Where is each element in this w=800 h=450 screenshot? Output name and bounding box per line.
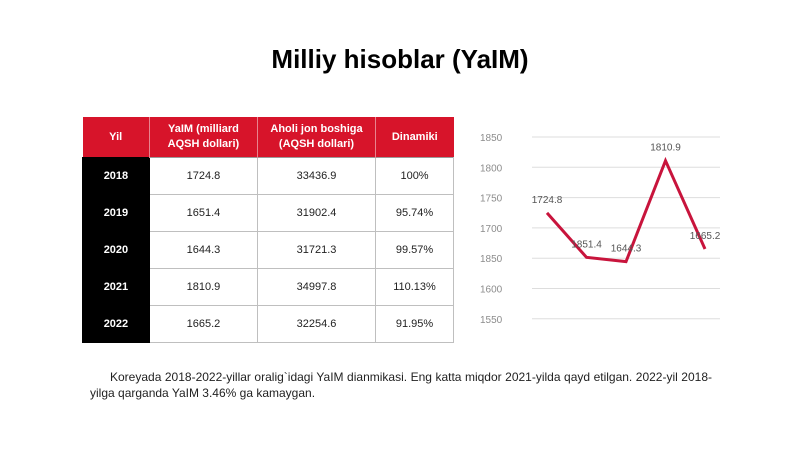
cell-per-capita: 31902.4 — [256, 194, 377, 232]
y-tick-label: 1850 — [480, 254, 503, 265]
table-row: 2018 1724.8 33436.9 100% — [82, 157, 454, 195]
cell-gdp: 1810.9 — [148, 268, 258, 306]
cell-gdp: 1724.8 — [148, 157, 258, 195]
data-label: 1810.9 — [650, 143, 681, 154]
table-row: 2020 1644.3 31721.3 99.57% — [82, 231, 454, 269]
cell-gdp: 1665.2 — [148, 305, 258, 343]
cell-year: 2021 — [82, 268, 150, 306]
cell-per-capita: 34997.8 — [256, 268, 377, 306]
data-label: 1665.2 — [690, 231, 721, 242]
cell-dynamics: 91.95% — [375, 305, 454, 343]
data-label: 1724.8 — [532, 195, 563, 206]
y-tick-label: 1800 — [480, 163, 503, 174]
gdp-table: Yil YaIM (milliard AQSH dollari) Aholi j… — [82, 117, 454, 343]
y-tick-label: 1750 — [480, 194, 503, 205]
table-row: 2022 1665.2 32254.6 91.95% — [82, 305, 454, 343]
y-tick-label: 1550 — [480, 315, 503, 326]
cell-year: 2020 — [82, 231, 150, 269]
cell-gdp: 1651.4 — [148, 194, 258, 232]
table-header-row: Yil YaIM (milliard AQSH dollari) Aholi j… — [82, 117, 454, 158]
cell-year: 2018 — [82, 157, 150, 195]
y-tick-label: 1600 — [480, 285, 503, 296]
y-tick-label: 1700 — [480, 224, 503, 235]
table-row: 2021 1810.9 34997.8 110.13% — [82, 268, 454, 306]
data-label: 1851.4 — [571, 239, 602, 250]
cell-gdp: 1644.3 — [148, 231, 258, 269]
cell-year: 2022 — [82, 305, 150, 343]
cell-dynamics: 100% — [375, 157, 454, 195]
cell-dynamics: 110.13% — [375, 268, 454, 306]
gdp-line-chart: 1850 1800 1750 1700 1850 1600 1550 1724.8 1851.4… — [480, 133, 721, 326]
cell-per-capita: 31721.3 — [256, 231, 377, 269]
cell-dynamics: 99.57% — [375, 231, 454, 269]
table-row: 2019 1651.4 31902.4 95.74% — [82, 194, 454, 232]
series-line — [545, 156, 707, 264]
description-text: Koreyada 2018-2022-yillar oralig`idagi Y… — [90, 370, 712, 400]
header-year: Yil — [82, 117, 150, 158]
header-per-capita: Aholi jon boshiga (AQSH dollari) — [257, 117, 377, 158]
y-tick-label: 1850 — [480, 133, 503, 144]
header-dynamics: Dinamiki — [375, 117, 454, 158]
cell-dynamics: 95.74% — [375, 194, 454, 232]
header-gdp: YaIM (milliard AQSH dollari) — [149, 117, 258, 158]
cell-per-capita: 33436.9 — [256, 157, 377, 195]
cell-per-capita: 32254.6 — [256, 305, 377, 343]
data-label: 1644.3 — [611, 244, 642, 255]
page-title: Milliy hisoblar (YaIM) — [271, 44, 529, 74]
cell-year: 2019 — [82, 194, 150, 232]
